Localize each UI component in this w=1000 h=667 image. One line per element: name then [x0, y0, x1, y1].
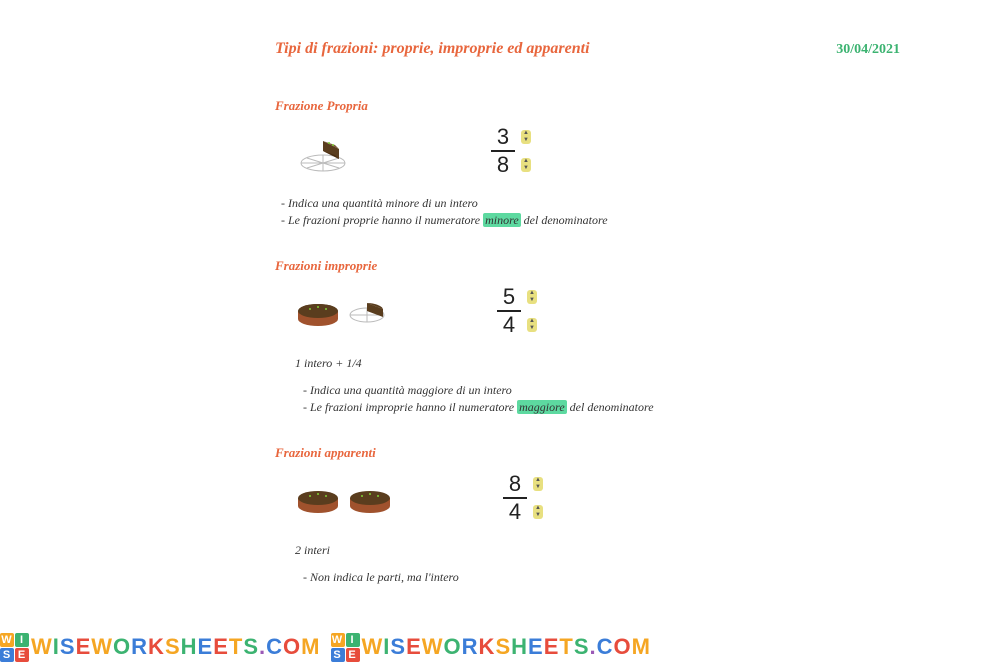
page-title: Tipi di frazioni: proprie, improprie ed … — [275, 40, 590, 58]
caption: 2 interi — [295, 543, 940, 558]
denominator: 8 — [493, 154, 513, 176]
bullet-item: - Non indica le parti, ma l'intero — [303, 570, 940, 585]
highlight: minore — [483, 213, 521, 227]
numerator-stepper[interactable]: ▲▼ — [533, 477, 543, 491]
wise-logo-icon: WISE — [0, 633, 29, 662]
denominator-stepper[interactable]: ▲▼ — [527, 318, 537, 332]
bullet-list: - Indica una quantità maggiore di un int… — [275, 383, 940, 415]
section-title: Frazioni improprie — [275, 258, 940, 274]
bullet-item: - Le frazioni improprie hanno il numerat… — [303, 400, 940, 415]
wise-logo-icon: WISE — [331, 633, 360, 662]
section-propria: Frazione Propria 3 — [275, 98, 940, 228]
section-title: Frazioni apparenti — [275, 445, 940, 461]
section-apparenti: Frazioni apparenti 8 — [275, 445, 940, 585]
denominator-stepper[interactable]: ▲▼ — [533, 505, 543, 519]
denominator: 4 — [499, 314, 519, 336]
fraction-display: 8 4 ▲▼ ▲▼ — [503, 473, 543, 523]
page-date: 30/04/2021 — [836, 42, 900, 58]
cake-slice-icon — [295, 129, 351, 173]
fraction-display: 5 4 ▲▼ ▲▼ — [497, 286, 537, 336]
numerator: 3 — [493, 126, 513, 148]
watermark: WISE WISEWORKSHEETS.COM WISE WISEWORKSHE… — [0, 631, 1000, 663]
highlight: maggiore — [517, 400, 567, 414]
section-improprie: Frazioni improprie — [275, 258, 940, 415]
bullet-item: - Indica una quantità minore di un inter… — [281, 196, 940, 211]
cake-two-whole-icon — [295, 480, 393, 516]
bullet-list: - Non indica le parti, ma l'intero — [275, 570, 940, 585]
numerator-stepper[interactable]: ▲▼ — [527, 290, 537, 304]
bullet-item: - Indica una quantità maggiore di un int… — [303, 383, 940, 398]
numerator: 5 — [499, 286, 519, 308]
cake-whole-plus-quarter-icon — [295, 293, 387, 329]
denominator: 4 — [505, 501, 525, 523]
denominator-stepper[interactable]: ▲▼ — [521, 158, 531, 172]
section-title: Frazione Propria — [275, 98, 940, 114]
caption: 1 intero + 1/4 — [295, 356, 940, 371]
bullet-list: - Indica una quantità minore di un inter… — [275, 196, 940, 228]
fraction-display: 3 8 ▲▼ ▲▼ — [491, 126, 531, 176]
numerator-stepper[interactable]: ▲▼ — [521, 130, 531, 144]
bullet-item: - Le frazioni proprie hanno il numerator… — [281, 213, 940, 228]
numerator: 8 — [505, 473, 525, 495]
